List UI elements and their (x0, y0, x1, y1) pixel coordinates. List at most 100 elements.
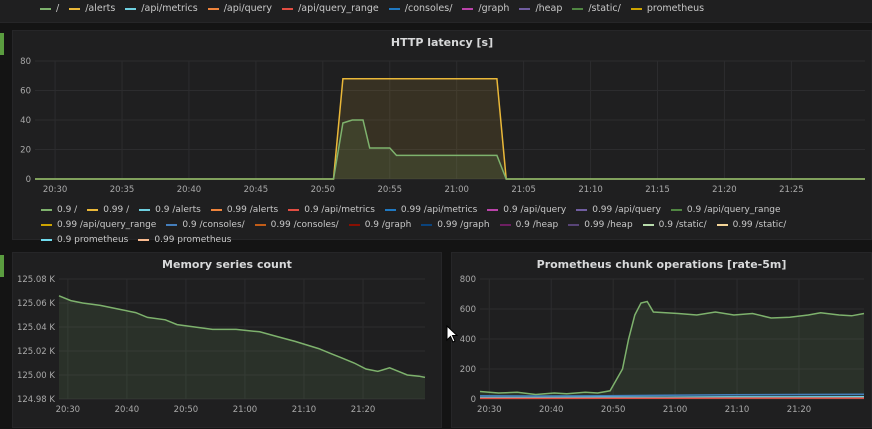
x-tick-label: 21:05 (511, 185, 536, 195)
legend-swatch (572, 8, 583, 10)
legend-label: 0.99 prometheus (154, 235, 231, 245)
legend-item[interactable]: 0.99 prometheus (138, 235, 231, 245)
legend-label: /static/ (588, 3, 621, 14)
x-tick-label: 20:50 (174, 405, 199, 415)
legend-label: 0.99 / (103, 205, 129, 215)
legend-label: /api/query (224, 3, 272, 14)
x-tick-label: 21:25 (779, 185, 804, 195)
x-tick-label: 20:30 (56, 405, 81, 415)
legend-label: /consoles/ (405, 3, 453, 14)
legend-swatch (41, 209, 52, 211)
legend-swatch (389, 8, 400, 10)
legend-label: 0.9 /api/query_range (687, 205, 781, 215)
legend-item[interactable]: 0.9 /heap (500, 220, 559, 230)
y-tick-label: 40 (20, 116, 31, 126)
legend-item[interactable]: /api/query_range (282, 3, 379, 14)
legend-item[interactable]: 0.9 /alerts (139, 205, 201, 215)
legend-label: 0.9 /consoles/ (182, 220, 244, 230)
legend-item[interactable]: /alerts (69, 3, 115, 14)
legend-swatch (568, 224, 579, 226)
legend-item[interactable]: 0.9 prometheus (41, 235, 128, 245)
legend-item[interactable]: / (40, 3, 59, 14)
legend-label: 0.99 /api/query (592, 205, 661, 215)
legend-swatch (349, 224, 360, 226)
legend-item[interactable]: 0.9 /api/query_range (671, 205, 781, 215)
legend-item[interactable]: 0.99 /graph (421, 220, 489, 230)
y-tick-label: 600 (460, 305, 476, 315)
legend-swatch (139, 209, 150, 211)
legend-item[interactable]: 0.99 /api/query_range (41, 220, 156, 230)
x-tick-label: 21:00 (663, 405, 688, 415)
y-tick-label: 125.04 K (17, 323, 55, 333)
panel-accent-bar (0, 255, 4, 277)
x-tick-label: 20:40 (177, 185, 202, 195)
legend-label: 0.9 /graph (365, 220, 412, 230)
x-tick-label: 20:55 (378, 185, 403, 195)
legend-label: / (56, 3, 59, 14)
x-tick-label: 21:10 (292, 405, 317, 415)
legend-item[interactable]: 0.9 /static/ (643, 220, 707, 230)
legend-item[interactable]: 0.99 /api/query (576, 205, 661, 215)
legend-item[interactable]: /consoles/ (389, 3, 453, 14)
legend-swatch (500, 224, 511, 226)
legend-label: /api/metrics (141, 3, 197, 14)
legend-item[interactable]: 0.9 /graph (349, 220, 412, 230)
legend-swatch (421, 224, 432, 226)
legend-swatch (208, 8, 219, 10)
y-tick-label: 200 (460, 365, 476, 375)
legend-label: prometheus (647, 3, 704, 14)
legend-item[interactable]: 0.9 /consoles/ (166, 220, 244, 230)
panel-title[interactable]: Prometheus chunk operations [rate-5m] (452, 258, 871, 271)
legend-item[interactable]: 0.99 / (87, 205, 129, 215)
legend-swatch (519, 8, 530, 10)
panel-title[interactable]: Memory series count (13, 258, 441, 271)
legend-item[interactable]: /graph (462, 3, 509, 14)
legend-label: /graph (478, 3, 509, 14)
y-tick-label: 125.06 K (17, 299, 55, 309)
legend-item[interactable]: 0.99 /api/metrics (385, 205, 477, 215)
legend-swatch (462, 8, 473, 10)
legend-label: 0.9 /static/ (659, 220, 707, 230)
legend-swatch (211, 209, 222, 211)
x-tick-label: 21:00 (233, 405, 258, 415)
legend-swatch (166, 224, 177, 226)
y-tick-label: 125.08 K (17, 275, 55, 285)
y-tick-label: 125.00 K (17, 371, 55, 381)
y-tick-label: 800 (460, 275, 476, 285)
legend-item[interactable]: 0.99 /heap (568, 220, 632, 230)
legend-swatch (576, 209, 587, 211)
legend-swatch (385, 209, 396, 211)
legend-label: /alerts (85, 3, 115, 14)
legend-item[interactable]: 0.99 /alerts (211, 205, 278, 215)
legend-item[interactable]: /api/metrics (125, 3, 197, 14)
legend-item[interactable]: /api/query (208, 3, 272, 14)
legend-item[interactable]: 0.9 /api/query (487, 205, 566, 215)
legend-item[interactable]: 0.9 / (41, 205, 77, 215)
panel-title[interactable]: HTTP latency [s] (13, 36, 871, 49)
top-legend: / /alerts/api/metrics/api/query/api/query… (40, 3, 704, 14)
legend-item[interactable]: /heap (519, 3, 562, 14)
legend-label: 0.9 /api/metrics (304, 205, 375, 215)
x-tick-label: 20:40 (115, 405, 140, 415)
top-legend-bar: / /alerts/api/metrics/api/query/api/query… (0, 0, 872, 23)
x-tick-label: 21:20 (351, 405, 376, 415)
legend-label: 0.99 /graph (437, 220, 489, 230)
legend-item[interactable]: 0.99 /static/ (717, 220, 787, 230)
legend-label: /heap (535, 3, 562, 14)
legend-item[interactable]: prometheus (631, 3, 704, 14)
legend-swatch (41, 239, 52, 241)
x-tick-label: 21:10 (578, 185, 603, 195)
legend-item[interactable]: 0.99 /consoles/ (255, 220, 339, 230)
legend-label: 0.9 /api/query (503, 205, 566, 215)
y-tick-label: 400 (460, 335, 476, 345)
x-tick-label: 21:15 (645, 185, 670, 195)
legend-label: 0.9 /alerts (155, 205, 201, 215)
legend-item[interactable]: /static/ (572, 3, 621, 14)
legend-item[interactable]: 0.9 /api/metrics (288, 205, 375, 215)
legend-swatch (717, 224, 728, 226)
